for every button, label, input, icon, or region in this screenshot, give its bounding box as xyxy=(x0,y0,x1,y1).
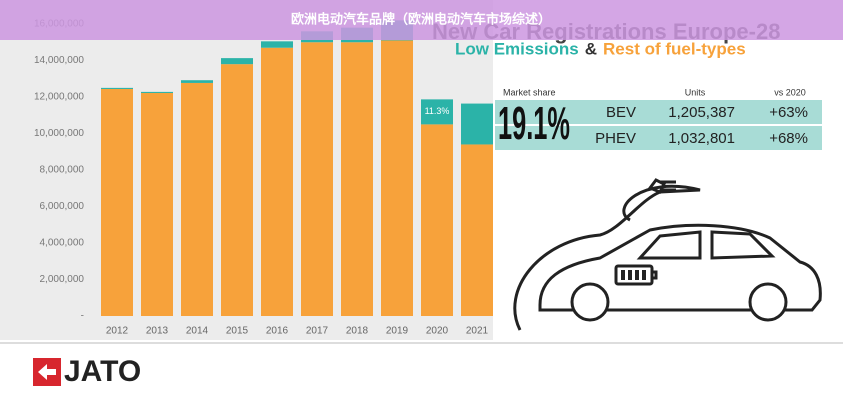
y-tick-label: 10,000,000 xyxy=(34,128,84,139)
bar-segment xyxy=(181,82,213,316)
y-tick-label: 14,000,000 xyxy=(34,55,84,66)
legend-connector: & xyxy=(585,39,597,58)
battery-cells xyxy=(621,270,646,280)
table-cell: 1,205,387 xyxy=(668,104,735,121)
bar-segment xyxy=(261,47,293,316)
y-tick-label: 12,000,000 xyxy=(34,92,84,103)
y-tick-label: 6,000,000 xyxy=(40,201,85,212)
y-tick-label: 8,000,000 xyxy=(40,165,85,176)
table-cell: PHEV xyxy=(595,130,636,147)
legend-label: Low Emissions xyxy=(455,39,579,58)
bar-segment xyxy=(101,88,133,316)
x-tick-label: 2013 xyxy=(146,326,169,337)
bar-segment xyxy=(421,99,453,125)
bar-segment xyxy=(381,40,413,317)
logo-text: JATO xyxy=(64,355,141,388)
table-row-bg xyxy=(495,126,822,150)
bar-segment xyxy=(141,92,173,316)
banner-title: 欧洲电动汽车品牌（欧洲电动汽车市场综述） xyxy=(291,11,551,26)
bar-segment xyxy=(181,80,213,83)
y-tick-label: 4,000,000 xyxy=(40,238,85,249)
bar-segment xyxy=(341,42,373,316)
bar-annotation: 11.3% xyxy=(425,106,450,116)
table-row-bg xyxy=(495,100,822,124)
x-tick-label: 2017 xyxy=(306,326,329,337)
bar-segment xyxy=(461,103,493,145)
x-tick-label: 2018 xyxy=(346,326,369,337)
x-tick-label: 2020 xyxy=(426,326,449,337)
x-tick-label: 2021 xyxy=(466,326,489,337)
market-share: 19.1% xyxy=(498,97,570,149)
bar-segment xyxy=(461,144,493,316)
bar-segment xyxy=(101,87,133,89)
x-tick-label: 2015 xyxy=(226,326,249,337)
table-header: Market share xyxy=(503,87,556,97)
y-tick-label: 2,000,000 xyxy=(40,274,85,285)
legend-label: Rest of fuel-types xyxy=(603,39,746,58)
logo-arrow xyxy=(38,364,56,380)
x-tick-label: 2012 xyxy=(106,326,129,337)
banner xyxy=(0,0,843,40)
car-illustration xyxy=(513,178,822,331)
x-tick-label: 2016 xyxy=(266,326,289,337)
bar-segment xyxy=(261,41,293,48)
y-tick-label: - xyxy=(81,311,84,322)
table-header: vs 2020 xyxy=(774,87,806,97)
bar-segment xyxy=(141,91,173,93)
bar-segment xyxy=(301,42,333,316)
x-tick-label: 2014 xyxy=(186,326,209,337)
table-header: Units xyxy=(685,87,706,97)
table-cell: +63% xyxy=(769,104,808,121)
bar-segment xyxy=(221,58,253,65)
table-cell: +68% xyxy=(769,130,808,147)
bar-segment xyxy=(221,64,253,317)
bar-segment xyxy=(421,124,453,316)
table-cell: 1,032,801 xyxy=(668,130,735,147)
x-tick-label: 2019 xyxy=(386,326,409,337)
table-cell: BEV xyxy=(606,104,636,121)
